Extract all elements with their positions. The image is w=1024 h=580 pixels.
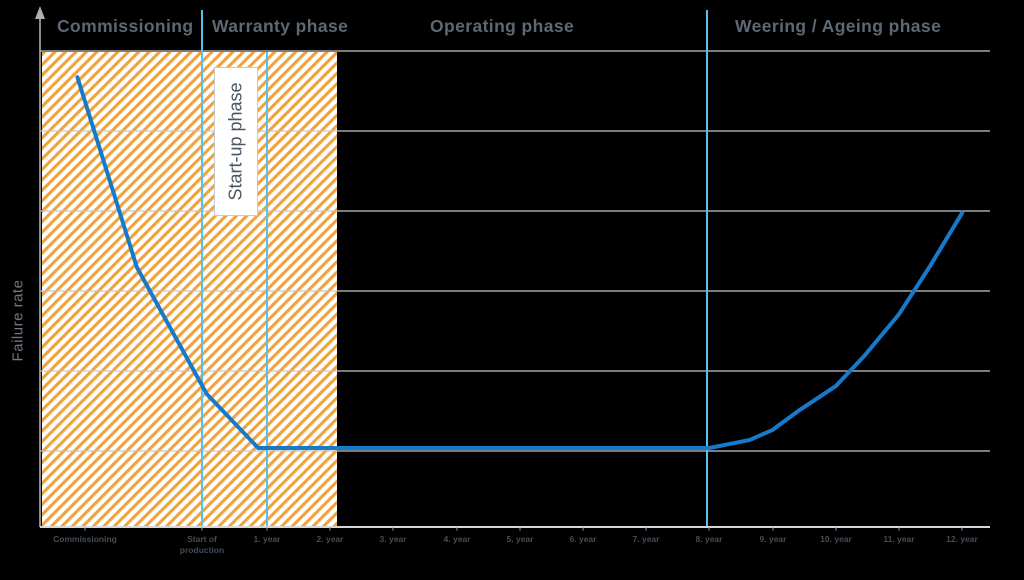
phase-label-3: Operating phase xyxy=(430,16,575,36)
x-tick-label: 5. year xyxy=(506,534,534,544)
phase-label-2: Warranty phase xyxy=(212,16,349,36)
x-tick-label: 7. year xyxy=(632,534,660,544)
x-tick-label: 6. year xyxy=(569,534,597,544)
startup-phase-text: Start-up phase xyxy=(225,82,246,201)
x-tick-label: 1. year xyxy=(253,534,281,544)
x-tick-label: 10. year xyxy=(820,534,852,544)
phase-label-4: Weering / Ageing phase xyxy=(735,16,942,36)
phase-label-1: Commissioning xyxy=(57,16,194,36)
x-tick-label: 12. year xyxy=(946,534,978,544)
x-tick-label: Start of production xyxy=(179,534,225,555)
y-axis-label: Failure rate xyxy=(9,279,27,362)
y-axis-arrow-icon xyxy=(35,6,45,19)
x-tick-label: 8. year xyxy=(695,534,723,544)
failure-rate-curve xyxy=(75,75,965,450)
x-tick-label: 2. year xyxy=(316,534,344,544)
x-tick-label: 9. year xyxy=(759,534,787,544)
x-tick-label: 3. year xyxy=(379,534,407,544)
x-tick-label: Commissioning xyxy=(53,534,117,544)
x-tick-label: 11. year xyxy=(883,534,915,544)
x-tick-label: 4. year xyxy=(443,534,471,544)
hatched-region xyxy=(42,52,337,527)
startup-phase-label: Start-up phase xyxy=(214,67,258,216)
